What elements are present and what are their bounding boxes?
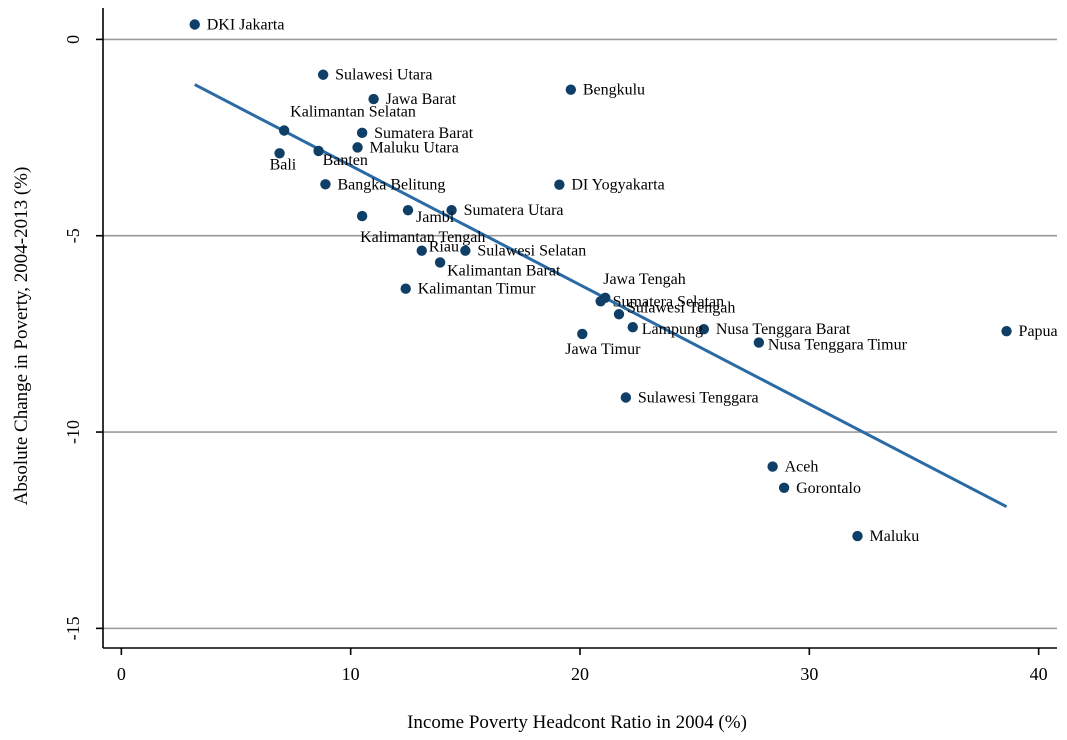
point-label-8: Bali <box>270 156 297 173</box>
point-28 <box>778 482 790 494</box>
point-26 <box>620 392 632 403</box>
x-tick-label-3: 30 <box>800 664 818 684</box>
y-tick-label-3: -15 <box>63 616 83 640</box>
point-19 <box>595 296 606 307</box>
x-tick-label-1: 10 <box>342 664 360 684</box>
point-4 <box>278 125 290 136</box>
point-label-4: Kalimantan Selatan <box>290 104 416 121</box>
y-tick-label-2: -10 <box>63 420 83 444</box>
axes: 0 -5 -10 -15 0 10 20 30 40 <box>63 8 1057 684</box>
point-label-27: Aceh <box>785 459 819 476</box>
point-label-18: Jawa Tengah <box>603 271 686 288</box>
y-tick-label-0: 0 <box>63 35 83 44</box>
point-label-9: Bangka Belitung <box>337 176 445 193</box>
point-3 <box>565 84 577 95</box>
point-13 <box>356 210 368 222</box>
point-label-26: Sulawesi Tenggara <box>638 389 759 406</box>
point-label-29: Maluku <box>869 528 919 545</box>
grid-lines <box>103 38 1057 630</box>
point-labels: DKI Jakarta Sulawesi Utara Jawa Barat Bengk… <box>207 16 1058 545</box>
point-7 <box>313 145 324 157</box>
points <box>189 19 1012 542</box>
x-axis-title: Income Poverty Headcont Ratio in 2004 (%… <box>407 712 747 733</box>
point-29 <box>852 530 863 542</box>
point-25 <box>1001 325 1012 337</box>
point-8 <box>274 148 285 159</box>
point-27 <box>767 461 778 472</box>
point-label-3: Bengkulu <box>583 82 645 99</box>
point-5 <box>356 127 368 139</box>
point-11 <box>446 205 457 216</box>
point-21 <box>627 322 638 333</box>
point-label-24: Nusa Tenggara Timur <box>768 337 908 354</box>
point-17 <box>400 283 411 294</box>
point-16 <box>434 257 446 268</box>
point-label-10: DI Yogyakarta <box>571 177 664 194</box>
point-label-13: Kalimantan Tengah <box>360 229 485 246</box>
point-2 <box>368 93 379 105</box>
point-1 <box>317 69 329 80</box>
point-label-6: Maluku Utara <box>370 139 459 156</box>
x-tick-label-0: 0 <box>117 664 126 684</box>
point-14 <box>416 245 427 256</box>
point-label-15: Sulawesi Selatan <box>477 243 586 260</box>
point-20 <box>613 309 625 320</box>
point-label-28: Gorontalo <box>796 480 861 497</box>
y-axis-title: Absolute Change in Poverty, 2004-2013 (%… <box>11 167 32 506</box>
point-label-17: Kalimantan Timur <box>418 281 536 298</box>
point-12 <box>402 205 414 216</box>
point-label-7: Banten <box>323 152 368 169</box>
point-label-20: Sulawesi Tengah <box>627 299 735 316</box>
point-0 <box>189 19 200 30</box>
x-tick-label-2: 20 <box>571 664 589 684</box>
point-15 <box>460 245 471 256</box>
point-label-11: Sumatera Utara <box>464 202 564 219</box>
point-label-0: DKI Jakarta <box>207 16 285 33</box>
point-6 <box>352 142 363 153</box>
point-label-2: Jawa Barat <box>386 91 457 108</box>
point-label-22: Jawa Timur <box>565 341 641 358</box>
point-label-21: Lampung <box>642 321 703 338</box>
point-22 <box>577 328 588 340</box>
point-label-12: Jambi <box>416 209 455 226</box>
point-label-25: Papua <box>1019 323 1058 340</box>
point-label-5: Sumatera Barat <box>374 125 474 142</box>
point-23 <box>698 323 710 335</box>
y-tick-label-1: -5 <box>63 228 83 243</box>
x-tick-label-4: 40 <box>1030 664 1048 684</box>
point-9 <box>320 179 331 190</box>
point-24 <box>753 337 765 348</box>
point-label-19: Sumatera Selatan <box>613 293 725 310</box>
point-label-1: Sulawesi Utara <box>335 67 432 84</box>
point-label-16: Kalimantan Barat <box>447 262 561 279</box>
point-label-23: Nusa Tenggara Barat <box>716 321 851 338</box>
point-label-14: Riau <box>429 239 459 256</box>
point-10 <box>554 179 565 190</box>
